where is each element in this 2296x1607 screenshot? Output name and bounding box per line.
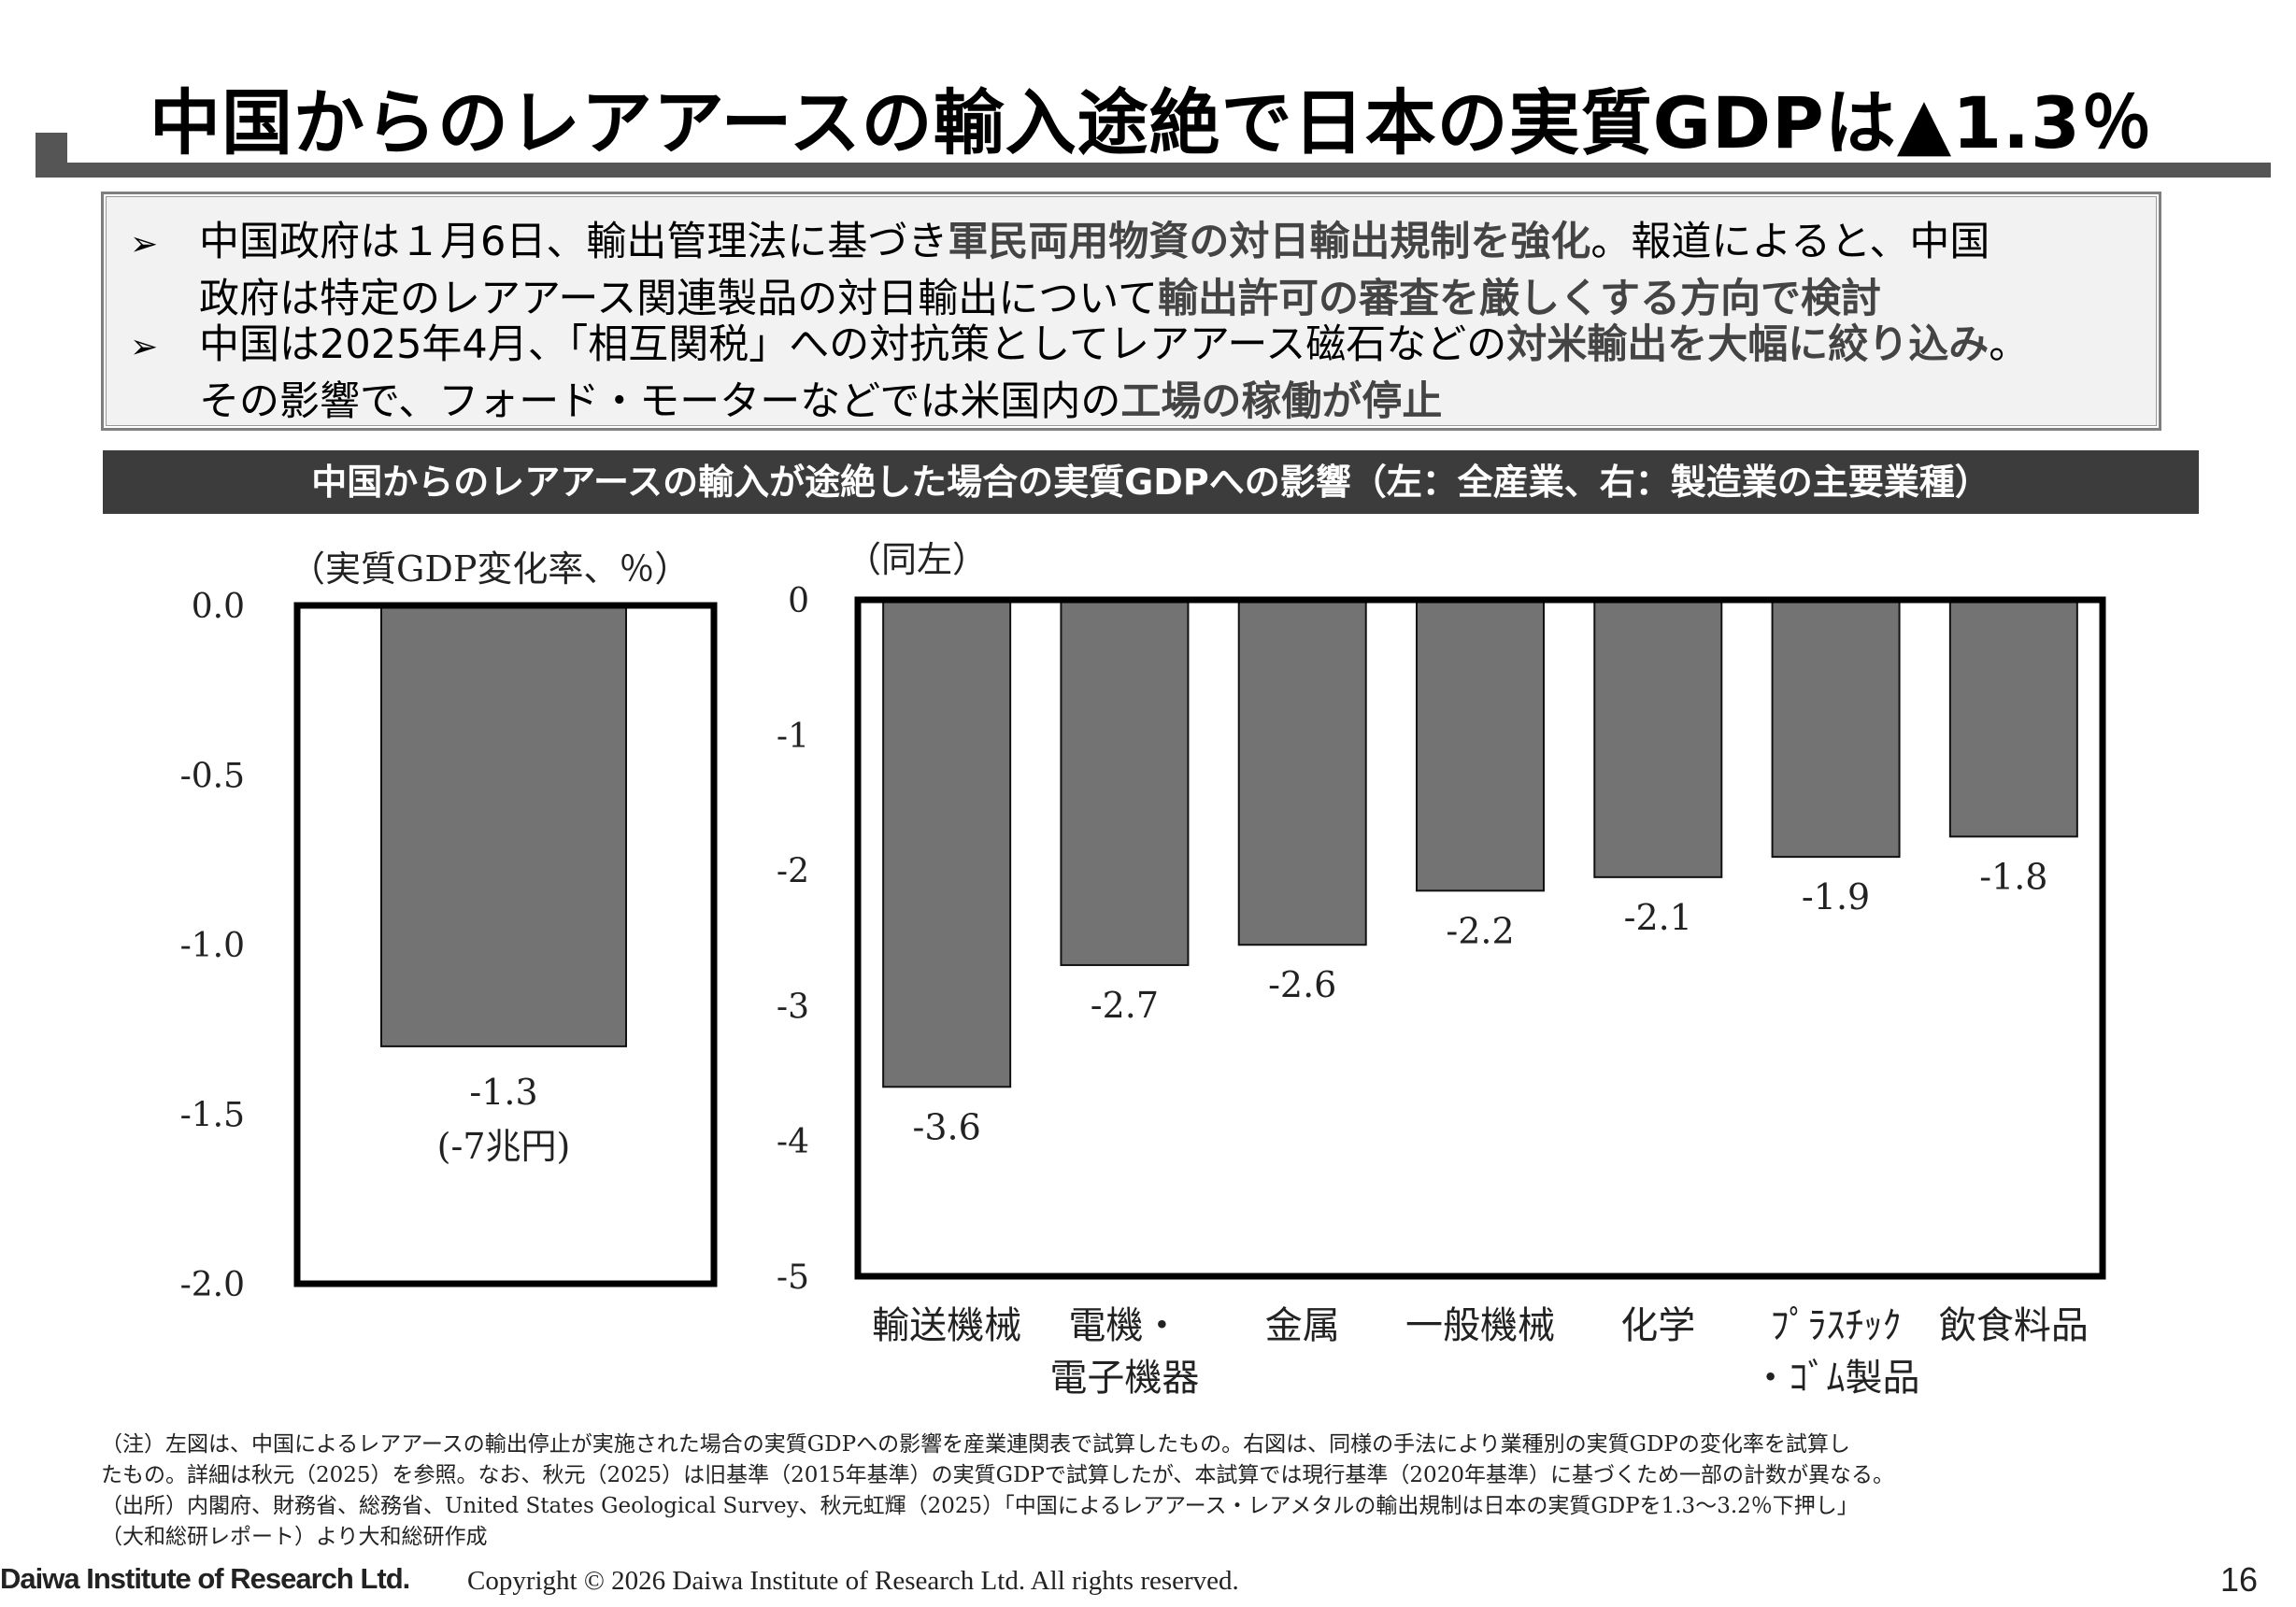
company-logo: Daiwa Institute of Research Ltd. [0,1562,410,1595]
footnotes: （注）左図は、中国によるレアアースの輸出停止が実施された場合の実質GDPへの影響… [101,1429,2203,1553]
x-tick-label: 電機・ [1068,1304,1180,1347]
bar [1771,599,1901,859]
chart-heading: 中国からのレアアースの輸入が途絶した場合の実質GDPへの影響（左：全産業、右：製… [103,450,2199,514]
page-number: 16 [2220,1560,2259,1599]
y-tick-label: -2 [777,853,809,891]
copyright-text: Copyright © 2026 Daiwa Institute of Rese… [467,1566,1239,1596]
bullet-2-line2-highlight: 工場の稼働が停止 [1120,378,1443,425]
data-label: -2.1 [1624,897,1692,938]
bar [1593,599,1723,878]
x-tick-label: 飲食料品 [1939,1304,2089,1347]
bar [1060,599,1190,966]
bar [380,604,627,1047]
bullet-1-line2: 政府は特定のレアアース関連製品の対日輸出について輸出許可の審査を厳しくする方向で… [130,272,1989,326]
x-tick-label: 金属 [1265,1304,1340,1347]
y-tick-label: -0.5 [180,758,245,796]
bullet-2-line2: その影響で、フォード・モーターなどでは米国内の工場の稼働が停止 [130,375,2029,429]
y-tick-label: -2.0 [180,1266,245,1304]
arrow-bullet-icon: ➢ [130,225,159,263]
x-tick-label: 化学 [1620,1304,1695,1347]
bullet-1-line2-highlight: 輸出許可の審査を厳しくする方向で検討 [1157,276,1881,322]
summary-bullet-1: ➢ 中国政府は１月6日、輸出管理法に基づき軍民両用物資の対日輸出規制を強化。報道に… [130,215,1989,326]
x-tick-label: ﾌﾟﾗｽﾁｯｸ [1771,1304,1902,1347]
data-label: -2.6 [1268,964,1336,1005]
y-tick-label: -4 [777,1123,809,1161]
footnote-line-4: （大和総研レポート）より大和総研作成 [101,1525,488,1549]
right-chart: （同左） 0 -1 -2 -3 -4 -5 -3.6 輸送機械 -2.7 電機・電子機器 -2.6 金属… [777,539,2106,1400]
y-tick-label: 0 [788,582,809,620]
y-axis-label: （実質GDP変化率、％） [290,548,690,590]
y-tick-label: -1 [777,718,809,756]
bullet-1-line1-post: 。報道によると、中国 [1590,219,1990,265]
data-label: -2.7 [1091,985,1159,1026]
y-tick-label: -1.5 [180,1097,245,1135]
arrow-bullet-icon: ➢ [130,328,159,366]
data-label: -2.2 [1446,910,1514,951]
data-label: -3.6 [913,1106,981,1147]
data-label: -1.3 [469,1072,537,1113]
x-tick-label: 電子機器 [1049,1357,1199,1400]
x-tick-label: 輸送機械 [872,1304,1021,1347]
summary-bullet-2: ➢ 中国は2025年4月、「相互関税」への対抗策としてレアアース磁石などの対米輸出… [130,318,2029,429]
bar-annotation: (-7兆円) [437,1126,571,1167]
summary-box: ➢ 中国政府は１月6日、輸出管理法に基づき軍民両用物資の対日輸出規制を強化。報道に… [101,192,2161,431]
bullet-2-line1-highlight: 対米輸出を大幅に絞り込み [1506,321,1989,368]
left-chart: （実質GDP変化率、％） 0.0 -0.5 -1.0 -1.5 -2.0 -1.3 (-7兆円… [180,548,718,1304]
bar [1416,599,1545,892]
plot-frame [293,602,718,1287]
data-label: -1.8 [1979,856,2047,897]
bullet-2-line1-post: 。 [1989,321,2030,368]
plot-frame [854,596,2106,1280]
data-label: -1.9 [1802,876,1870,917]
title-square-marker [36,133,67,164]
footnote-line-3: （出所）内閣府、財務省、総務省、United States Geological… [101,1494,1859,1518]
y-tick-label: -5 [777,1259,809,1297]
bar [1948,599,2078,838]
bullet-2-line2-pre: その影響で、フォード・モーターなどでは米国内の [199,378,1121,425]
bullet-2-line1-pre: 中国は2025年4月、「相互関税」への対抗策としてレアアース磁石などの [199,321,1507,368]
footnote-line-2: たもの。詳細は秋元（2025）を参照。なお、秋元（2025）は旧基準（2015年… [101,1463,1894,1487]
title-underline [36,163,2271,178]
footnote-line-1: （注）左図は、中国によるレアアースの輸出停止が実施された場合の実質GDPへの影響… [101,1432,1850,1457]
x-tick-label: 一般機械 [1405,1304,1555,1347]
page-title: 中国からのレアアースの輸入途絶で日本の実質GDPは▲1.3％ [150,81,2153,164]
y-axis-label: （同左） [846,539,988,580]
bar [1237,599,1367,946]
bullet-1-line1-pre: 中国政府は１月6日、輸出管理法に基づき [199,219,948,265]
x-tick-label: ・ｺﾞﾑ製品 [1752,1357,1920,1400]
y-tick-label: -3 [777,988,809,1026]
y-tick-label: -1.0 [180,927,245,965]
bullet-1-line2-pre: 政府は特定のレアアース関連製品の対日輸出について [199,276,1158,322]
bar [882,599,1012,1088]
bullet-1-line1-highlight: 軍民両用物資の対日輸出規制を強化 [948,219,1591,265]
y-tick-label: 0.0 [192,588,245,626]
